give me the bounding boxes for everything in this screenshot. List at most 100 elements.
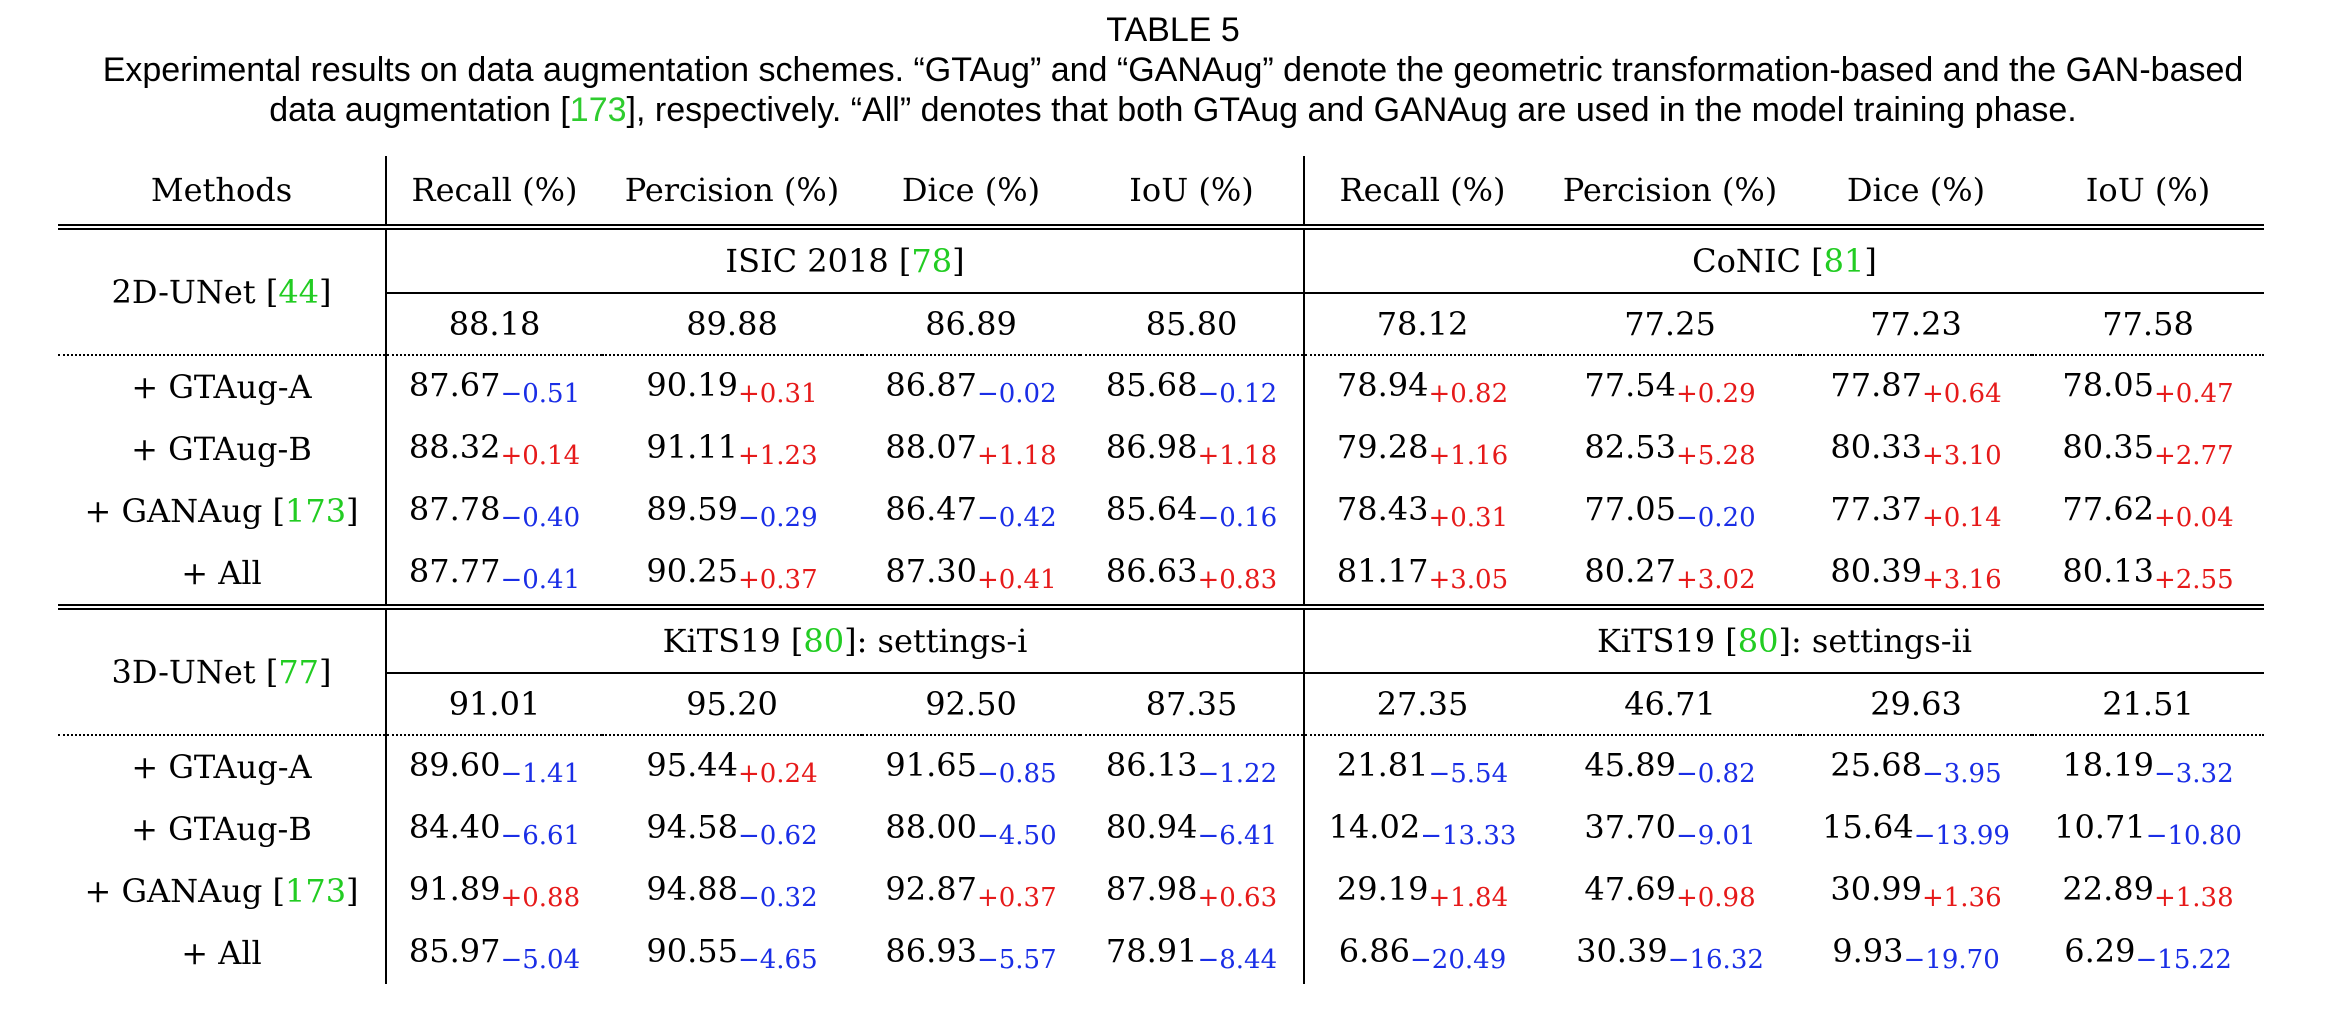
- model-label: ]: [319, 653, 332, 691]
- delta-value: +0.64: [1921, 378, 2002, 409]
- method-label: + GANAug [: [84, 492, 285, 530]
- result-value: 80.35: [2062, 427, 2154, 466]
- result-value: 78.94: [1336, 365, 1429, 404]
- dataset-label: KiTS19 [: [662, 622, 804, 660]
- result-value: 86.87: [885, 365, 977, 404]
- delta-value: −4.65: [737, 944, 818, 975]
- dataset-label: ]: [1864, 242, 1877, 280]
- result-value: 90.19: [646, 365, 738, 404]
- citation-link[interactable]: 173: [284, 872, 347, 910]
- citation-link[interactable]: 81: [1823, 242, 1865, 280]
- method-name: + GTAug-A: [58, 734, 387, 798]
- result-value: 86.63: [1105, 551, 1198, 590]
- result-cell: 86.87−0.02: [862, 354, 1080, 418]
- delta-value: −19.70: [1903, 944, 2000, 975]
- delta-value: −0.32: [737, 882, 818, 913]
- method-label: ]: [346, 872, 359, 910]
- result-value: 29.19: [1336, 869, 1429, 908]
- dataset-label: ISIC 2018 [: [725, 242, 912, 280]
- method-name: + All: [58, 922, 387, 984]
- table-row: + GANAug [173] 91.89+0.88 94.88−0.32 92.87+…: [58, 860, 2264, 922]
- delta-value: +0.47: [2153, 378, 2234, 409]
- delta-value: +0.29: [1675, 378, 1756, 409]
- delta-value: +1.18: [1197, 440, 1278, 471]
- result-cell: 45.89−0.82: [1540, 734, 1800, 798]
- result-cell: 86.47−0.42: [862, 480, 1080, 542]
- result-value: 89.59: [646, 489, 738, 528]
- method-name: + GTAug-B: [58, 418, 387, 480]
- delta-value: +0.24: [737, 758, 818, 789]
- method-label: + GANAug [: [84, 872, 285, 910]
- column-header: IoU (%): [2085, 171, 2211, 209]
- result-value: 86.47: [885, 489, 977, 528]
- citation-link[interactable]: 77: [278, 653, 320, 691]
- table-title: TABLE 5: [1106, 11, 1240, 49]
- citation-link[interactable]: 44: [278, 273, 320, 311]
- delta-value: −0.51: [500, 378, 581, 409]
- citation-link[interactable]: 173: [569, 91, 627, 129]
- result-cell: 47.69+0.98: [1540, 860, 1800, 922]
- method-name: + GANAug [173]: [58, 480, 387, 542]
- caption-text: ], respectively. “All” denotes that both…: [626, 91, 2077, 129]
- table-row: + GANAug [173] 87.78−0.40 89.59−0.29 86.47−…: [58, 480, 2264, 542]
- column-header: Dice (%): [901, 171, 1041, 209]
- dataset-row: 3D-UNet [77] KiTS19 [80]: settings-i KiTS1…: [58, 604, 2264, 735]
- delta-value: +0.31: [737, 378, 818, 409]
- result-value: 80.39: [1830, 551, 1922, 590]
- result-cell: 87.30+0.41: [862, 542, 1080, 607]
- result-cell: 87.67−0.51: [386, 354, 602, 418]
- delta-value: −3.32: [2153, 758, 2234, 789]
- baseline-value: 78.12: [1303, 293, 1540, 355]
- dataset-name: ISIC 2018 [78]: [386, 224, 1304, 294]
- result-cell: 81.17+3.05: [1303, 542, 1540, 607]
- result-value: 78.91: [1105, 931, 1198, 970]
- baseline-value: 77.23: [1870, 305, 1962, 343]
- delta-value: −13.99: [1913, 820, 2010, 851]
- result-value: 30.99: [1830, 869, 1922, 908]
- citation-link[interactable]: 80: [803, 622, 845, 660]
- result-cell: 82.53+5.28: [1540, 418, 1800, 480]
- delta-value: +2.55: [2153, 564, 2234, 595]
- result-value: 15.64: [1822, 807, 1914, 846]
- result-value: 87.78: [408, 489, 501, 528]
- delta-value: +0.14: [1921, 502, 2002, 533]
- result-cell: 85.68−0.12: [1080, 354, 1304, 418]
- table-row: + GTAug-B 88.32+0.14 91.11+1.23 88.07+1.18 8…: [58, 418, 2264, 480]
- baseline-value: 92.50: [925, 685, 1017, 723]
- result-cell: 91.11+1.23: [602, 418, 862, 480]
- result-value: 9.93: [1832, 931, 1904, 970]
- delta-value: +0.41: [976, 564, 1057, 595]
- model-name: 3D-UNet [77]: [58, 604, 387, 735]
- result-cell: 6.29−15.22: [2032, 922, 2264, 984]
- citation-link[interactable]: 173: [284, 492, 347, 530]
- delta-value: −8.44: [1197, 944, 1278, 975]
- baseline-value: 21.51: [2102, 685, 2194, 723]
- table-row: + All 85.97−5.04 90.55−4.65 86.93−5.57 78.91…: [58, 922, 2264, 984]
- caption-line-2: data augmentation [173], respectively. “…: [0, 90, 2346, 130]
- citation-link[interactable]: 80: [1737, 622, 1779, 660]
- result-cell: 79.28+1.16: [1303, 418, 1540, 480]
- result-value: 77.62: [2062, 489, 2154, 528]
- result-value: 88.32: [408, 427, 501, 466]
- method-name: + GTAug-B: [58, 798, 387, 860]
- baseline-value: 91.01: [448, 685, 541, 723]
- result-cell: 86.98+1.18: [1080, 418, 1304, 480]
- delta-value: −20.49: [1410, 944, 1507, 975]
- result-cell: 18.19−3.32: [2032, 734, 2264, 798]
- delta-value: +3.10: [1921, 440, 2002, 471]
- baseline-row: 88.18 89.88 86.89 85.80 78.12 77.25 77.23 77.58: [58, 293, 2264, 355]
- result-cell: 80.13+2.55: [2032, 542, 2264, 607]
- result-value: 86.13: [1105, 745, 1198, 784]
- method-name: + All: [58, 542, 387, 607]
- column-header: Recall (%): [411, 171, 578, 209]
- method-label: + All: [181, 934, 262, 972]
- result-cell: 9.93−19.70: [1800, 922, 2032, 984]
- delta-value: +0.83: [1197, 564, 1278, 595]
- citation-link[interactable]: 78: [911, 242, 953, 280]
- delta-value: +1.36: [1921, 882, 2002, 913]
- delta-value: −0.29: [737, 502, 818, 533]
- method-label: + GTAug-A: [131, 368, 312, 406]
- delta-value: +3.16: [1921, 564, 2002, 595]
- baseline-value: 86.89: [925, 305, 1017, 343]
- dataset-name: KiTS19 [80]: settings-ii: [1303, 604, 2264, 674]
